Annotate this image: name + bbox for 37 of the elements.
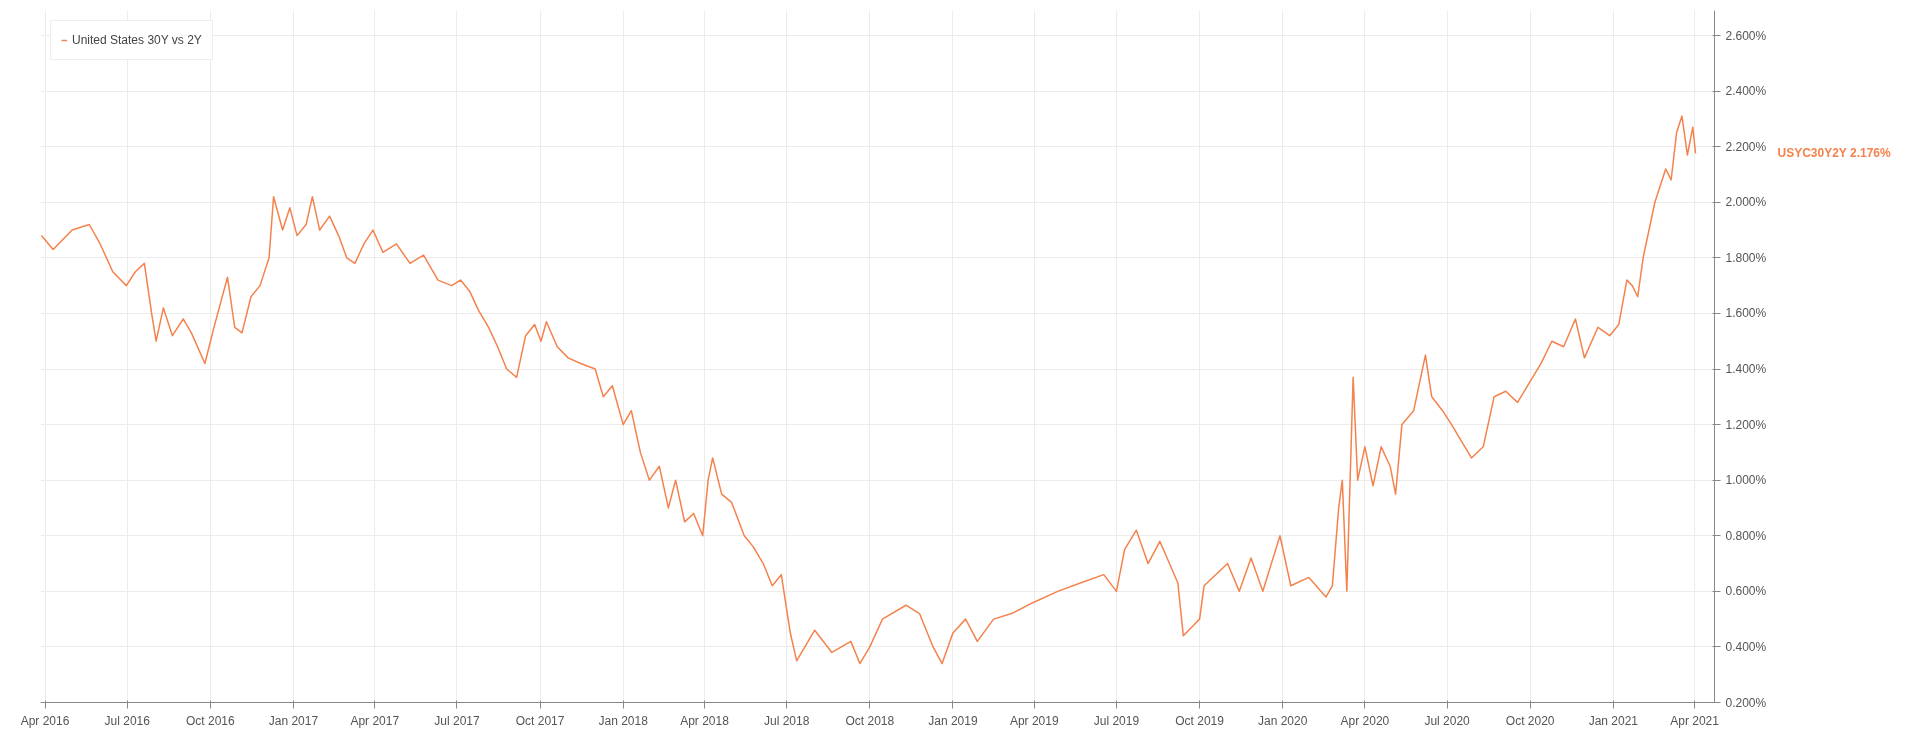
line-series <box>40 115 1697 665</box>
x-tick-label: Jul 2018 <box>764 713 810 728</box>
x-tick-label: Apr 2019 <box>1009 713 1059 728</box>
text: USYC30Y2Y 2.176% <box>1777 146 1892 161</box>
x-tick-label: Apr 2016 <box>20 713 70 728</box>
y-tick-label: 2.600% <box>1725 28 1767 43</box>
x-tick-label: Apr 2018 <box>680 713 730 728</box>
x-tick-label: Apr 2017 <box>350 713 400 728</box>
y-tick-label: 0.400% <box>1725 639 1767 654</box>
y-tick-label: 0.600% <box>1725 584 1767 599</box>
y-tick-label: 1.200% <box>1725 417 1767 432</box>
y-tick-label: 0.800% <box>1725 528 1767 543</box>
x-tick-label: Apr 2021 <box>1670 713 1720 728</box>
x-tick-label: Oct 2018 <box>845 713 895 728</box>
x-tick-label: Jan 2021 <box>1588 713 1639 728</box>
y-tick-label: 1.000% <box>1725 473 1767 488</box>
y-tick-label: 1.400% <box>1725 362 1767 377</box>
x-tick-label: Jul 2019 <box>1093 713 1140 728</box>
x-tick-label: Jul 2016 <box>104 713 151 728</box>
y-tick-label: 2.200% <box>1725 139 1767 154</box>
x-tick-label: Oct 2017 <box>515 713 565 728</box>
x-tick-label: Jul 2020 <box>1424 713 1471 728</box>
x-tick-label: Jan 2020 <box>1257 713 1308 728</box>
x-tick-label: Jan 2018 <box>598 713 649 728</box>
legend-label: United States 30Y vs 2Y <box>72 33 202 47</box>
x-tick-label: Apr 2020 <box>1340 713 1390 728</box>
y-tick-label: 2.400% <box>1725 84 1767 99</box>
x-tick-label: Jul 2017 <box>434 713 480 728</box>
x-tick-label: Jan 2019 <box>928 713 978 728</box>
y-tick-label: 1.800% <box>1725 250 1767 265</box>
y-tick-label: 2.000% <box>1725 195 1767 210</box>
y-tick-label: 0.200% <box>1725 695 1767 710</box>
x-tick-label: Jan 2017 <box>268 713 319 728</box>
y-tick-label: 1.600% <box>1725 306 1767 321</box>
x-tick-label: Oct 2020 <box>1505 713 1555 728</box>
x-tick-label: Oct 2016 <box>185 713 236 728</box>
x-tick-label: Oct 2019 <box>1175 713 1225 728</box>
